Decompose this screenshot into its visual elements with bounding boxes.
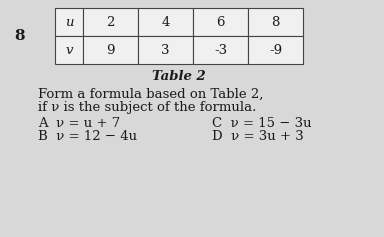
Text: 9: 9 [106, 44, 115, 56]
Bar [138, 36, 193, 64]
Text: 8: 8 [271, 15, 280, 28]
Text: B  ν = 12 − 4u: B ν = 12 − 4u [38, 131, 137, 143]
Text: D  ν = 3u + 3: D ν = 3u + 3 [212, 131, 304, 143]
Bar [193, 36, 248, 64]
Text: C  ν = 15 − 3u: C ν = 15 − 3u [212, 117, 312, 129]
Text: 6: 6 [216, 15, 225, 28]
Text: 8: 8 [15, 29, 25, 43]
Text: u: u [65, 15, 73, 28]
Bar [83, 36, 138, 64]
Bar [55, 8, 83, 36]
Text: -9: -9 [269, 44, 282, 56]
Text: 2: 2 [106, 15, 115, 28]
Text: A  ν = u + 7: A ν = u + 7 [38, 117, 120, 129]
Text: Table 2: Table 2 [152, 70, 206, 83]
Bar [248, 8, 303, 36]
Text: -3: -3 [214, 44, 227, 56]
Text: Form a formula based on Table 2,: Form a formula based on Table 2, [38, 87, 263, 100]
Bar [55, 36, 83, 64]
Bar [248, 36, 303, 64]
Bar [83, 8, 138, 36]
Text: if ν is the subject of the formula.: if ν is the subject of the formula. [38, 101, 257, 114]
Text: 4: 4 [161, 15, 170, 28]
Bar [138, 8, 193, 36]
Text: 3: 3 [161, 44, 170, 56]
Text: v: v [65, 44, 73, 56]
Bar [193, 8, 248, 36]
